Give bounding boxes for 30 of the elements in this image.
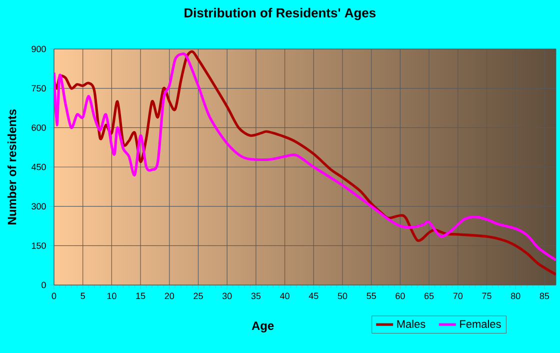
y-tick-label: 0 [42, 282, 46, 288]
x-tick-label: 35 [251, 292, 261, 300]
x-tick-label: 55 [366, 292, 376, 300]
x-tick-label: 25 [194, 292, 203, 300]
y-axis-title: Number of residents [7, 109, 16, 224]
x-tick-label: 85 [540, 292, 550, 300]
x-tick-label: 70 [453, 292, 463, 300]
x-tick-label: 65 [424, 292, 434, 300]
x-tick-label: 40 [280, 292, 290, 300]
legend-label: Males [397, 320, 426, 328]
x-tick-label: 10 [107, 292, 116, 300]
x-tick-label: 75 [482, 292, 492, 300]
y-tick-label: 450 [31, 164, 46, 170]
y-tick-label: 600 [32, 124, 46, 131]
x-tick-label: 50 [338, 292, 348, 300]
x-axis-title: Age [252, 322, 274, 332]
x-tick-label: 45 [308, 292, 318, 300]
y-tick-label: 900 [32, 46, 46, 52]
legend-label: Females [460, 320, 501, 328]
chart-title: Distribution of Residents' Ages [184, 8, 376, 20]
x-tick-label: 0 [52, 292, 56, 300]
x-tick-label: 15 [136, 292, 146, 300]
y-tick-label: 300 [32, 203, 46, 210]
x-tick-label: 5 [80, 292, 85, 300]
x-tick-label: 60 [396, 292, 405, 300]
x-tick-label: 80 [511, 292, 520, 300]
x-tick-label: 20 [164, 292, 174, 300]
y-tick-label: 750 [32, 85, 46, 92]
x-tick-label: 30 [222, 292, 232, 300]
y-tick-label: 150 [32, 242, 46, 249]
